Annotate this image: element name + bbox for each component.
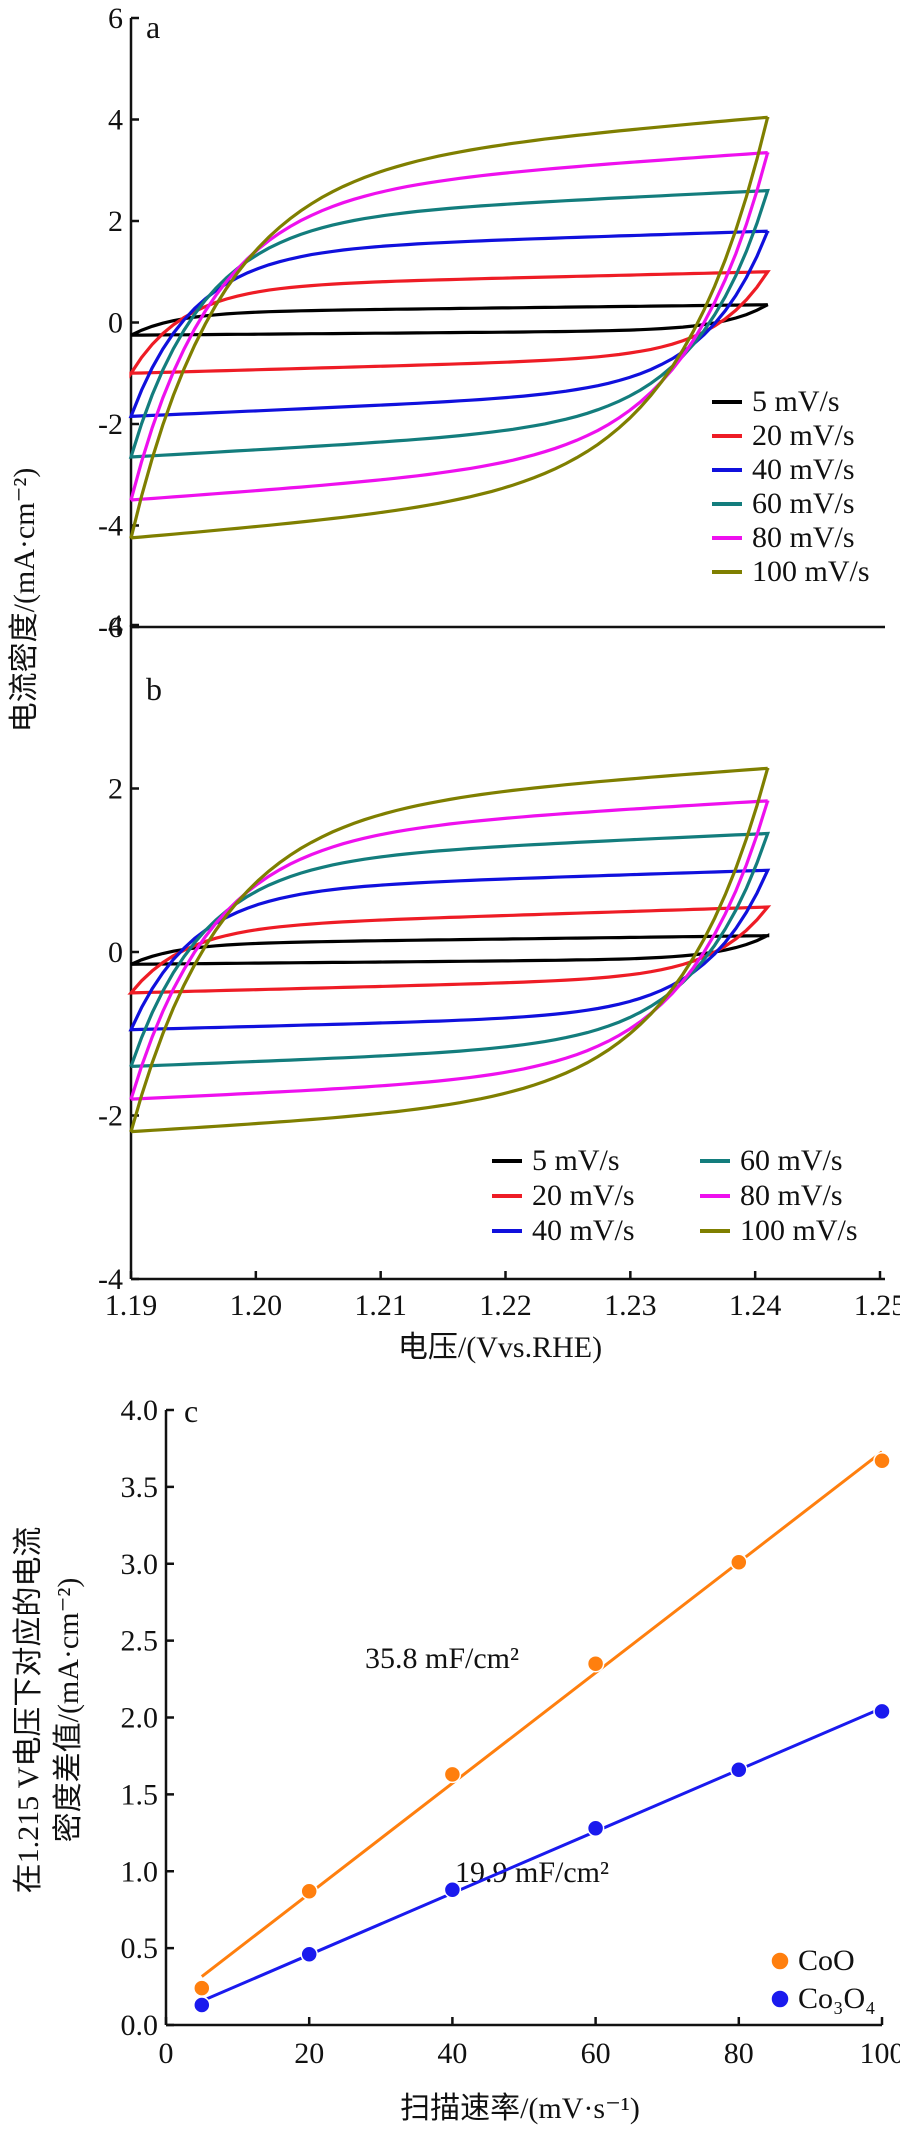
cv-loop-60mVs [128, 188, 770, 459]
cv-loop-20mVs [129, 270, 771, 379]
data-point [443, 1880, 462, 1899]
x-tick-label: 100 [860, 2037, 900, 2070]
legend-label: 5 mV/s [532, 1144, 620, 1177]
cv-loop-80mVs [129, 799, 770, 1101]
panel-c-chart: c 在1.215 V电压下对应的电流 密度差值/(mA·cm⁻²) 扫描速率/(… [12, 1393, 900, 2125]
data-point [193, 1979, 211, 1997]
cv-loop-100mVs [129, 766, 770, 1134]
y-tick-label: 2 [108, 773, 123, 806]
legend-label: 20 mV/s [752, 419, 855, 452]
x-tick-label: 1.23 [604, 1289, 657, 1322]
legend-label: 100 mV/s [752, 555, 870, 588]
cv-loop-40mVs [128, 229, 770, 419]
cv-loop-5mVs [130, 933, 770, 966]
data-point [586, 1654, 605, 1673]
data-point [300, 1945, 318, 1964]
shared-x-axis-label: 电压/(Vvs.RHE) [398, 1331, 602, 1364]
legend-label: 60 mV/s [740, 1144, 843, 1177]
x-tick-label: 80 [724, 2037, 754, 2070]
y-tick-label: -2 [98, 408, 123, 441]
panel-c-x-axis-label: 扫描速率/(mV·s⁻¹) [400, 2092, 640, 2125]
panel-a-chart: a -6 -4 -2 0 2 4 6 5 mV/s20 mV/s40 mV/s60 mV/s8… [98, 2, 885, 644]
y-tick-label: -4 [98, 1263, 123, 1296]
data-point [586, 1819, 605, 1837]
legend-label: 100 mV/s [740, 1214, 858, 1247]
shared-y-axis-label: 电流密度/(mA·cm⁻²) [8, 468, 41, 733]
x-tick-label: 0 [159, 2037, 174, 2070]
data-point [873, 1702, 891, 1721]
x-tick-label: 1.21 [354, 1289, 407, 1322]
x-tick-label: 1.19 [105, 1289, 158, 1322]
legend-label: 40 mV/s [752, 453, 855, 486]
y-tick-label: 0 [108, 307, 123, 340]
x-tick-label: 60 [581, 2037, 611, 2070]
y-tick-label: 3.5 [121, 1471, 159, 1504]
panel-b-letter: b [146, 671, 162, 707]
data-point [873, 1451, 891, 1470]
panel-b-chart: b -4 -2 0 2 4 1.19 1.20 1.21 1.22 1.23 1.24 1.25 5 m… [98, 609, 900, 1322]
y-tick-label: 0.5 [121, 1932, 159, 1965]
y-tick-label: 4 [108, 104, 123, 137]
cv-loop-20mVs [127, 905, 772, 995]
data-point [730, 1761, 748, 1779]
panel-c-y-axis-label-line1: 在1.215 V电压下对应的电流 [12, 1527, 45, 1894]
y-tick-label: 4.0 [121, 1394, 159, 1427]
y-tick-label: 0.0 [121, 2009, 159, 2042]
x-tick-label: 1.24 [729, 1289, 782, 1322]
y-tick-label: 1.5 [121, 1778, 159, 1811]
x-tick-label: 20 [294, 2037, 324, 2070]
panel-c-y-axis-label-line2: 密度差值/(mA·cm⁻²) [52, 1578, 85, 1843]
cv-loop-60mVs [129, 831, 771, 1068]
y-tick-label: 3.0 [121, 1548, 159, 1581]
legend-label: 60 mV/s [752, 487, 855, 520]
legend-label: Co₃O₄ [798, 1982, 876, 2015]
legend-marker [770, 1989, 790, 2009]
legend-label: 80 mV/s [740, 1179, 843, 1212]
data-point [443, 1765, 462, 1784]
x-tick-label: 1.25 [854, 1289, 900, 1322]
y-tick-label: -2 [98, 1100, 123, 1133]
cv-loop-80mVs [129, 151, 770, 502]
y-tick-label: 2.5 [121, 1625, 159, 1658]
x-tick-label: 1.22 [479, 1289, 532, 1322]
data-point [730, 1553, 748, 1571]
legend-label: 80 mV/s [752, 521, 855, 554]
x-tick-label: 1.20 [230, 1289, 283, 1322]
panel-c-letter: c [184, 1393, 198, 1429]
legend-marker [770, 1951, 790, 1971]
y-tick-label: 2 [108, 205, 123, 238]
legend-label: 5 mV/s [752, 385, 840, 418]
data-point [300, 1882, 318, 1900]
panel-a-letter: a [146, 9, 160, 45]
cv-loop-40mVs [128, 868, 771, 1032]
x-tick-label: 40 [437, 2037, 467, 2070]
y-tick-label: 0 [108, 936, 123, 969]
legend-label: 20 mV/s [532, 1179, 635, 1212]
y-tick-label: 1.0 [121, 1855, 159, 1888]
y-tick-label: -6 [98, 611, 123, 644]
cv-loop-100mVs [129, 115, 770, 540]
coo-slope-annotation: 35.8 mF/cm² [365, 1642, 519, 1675]
legend-label: 40 mV/s [532, 1214, 635, 1247]
y-tick-label: 6 [108, 2, 123, 35]
data-point [193, 1996, 211, 2014]
co3o4-slope-annotation: 19.9 mF/cm² [455, 1856, 609, 1889]
y-tick-label: -4 [98, 510, 123, 543]
y-tick-label: 4 [108, 609, 123, 642]
y-tick-label: 2.0 [121, 1702, 159, 1735]
cv-loop-5mVs [130, 303, 769, 337]
legend-label: CoO [798, 1944, 855, 1977]
